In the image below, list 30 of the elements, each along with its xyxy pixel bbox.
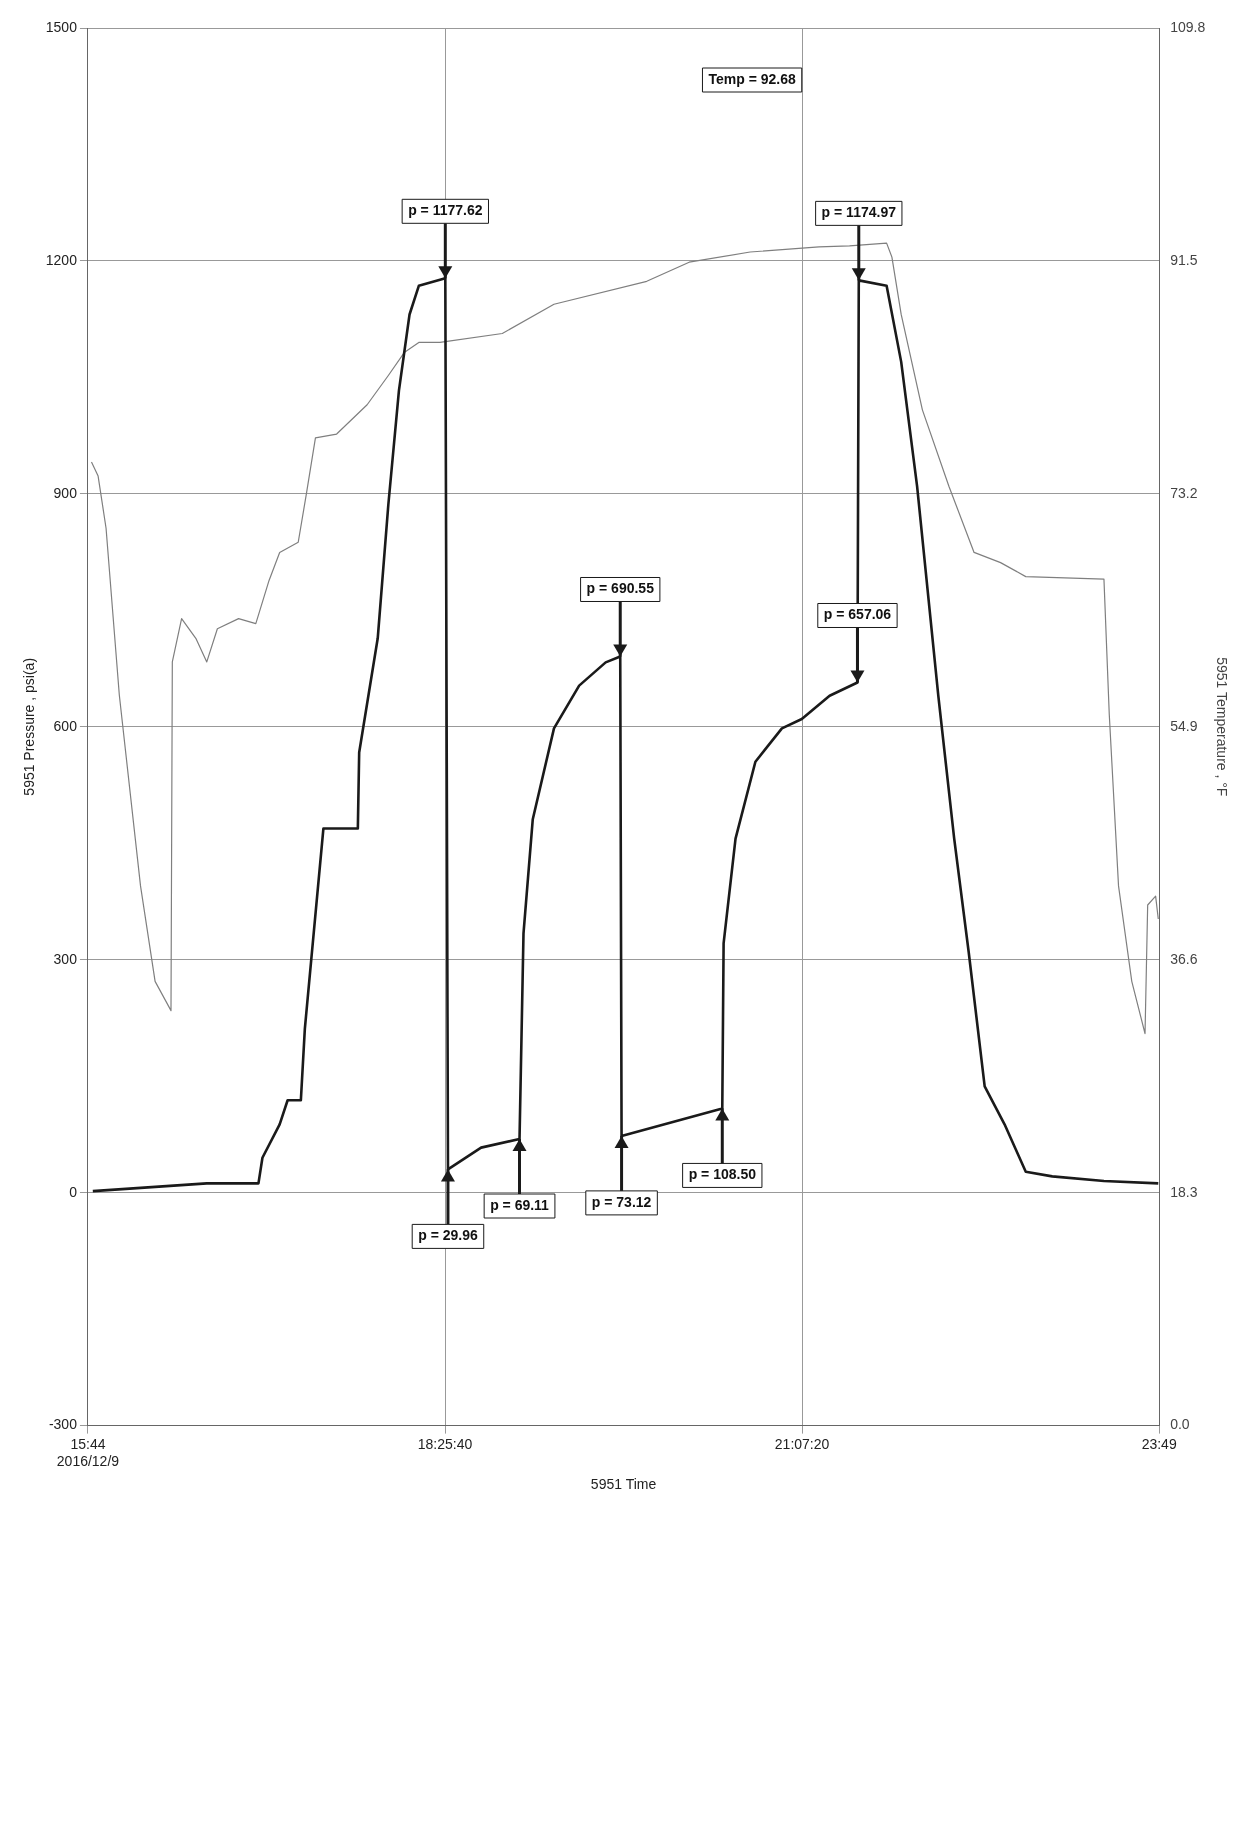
annotation: p = 69.11 [490,1196,550,1213]
y2-tick-label: 0.0 [1170,1416,1190,1433]
annotation: p = 1177.62 [408,202,483,219]
y2-tick-label: 73.2 [1170,484,1198,501]
x-tick-label: 18:25:40 [417,1435,473,1452]
annotation: p = 657.06 [823,606,892,623]
annotation: p = 29.96 [418,1227,478,1244]
y-tick-label: 1200 [45,251,78,268]
annotation: p = 1174.97 [821,204,897,221]
x-tick-label: 21:07:20 [774,1435,830,1452]
y2-tick-label: 91.5 [1170,251,1198,268]
y2-tick-label: 36.6 [1170,950,1198,967]
annotation: p = 690.55 [586,580,655,597]
annotation: Temp = 92.68 [708,70,796,87]
annotation: p = 73.12 [591,1193,652,1210]
y-axis-title: 5951 Pressure , psi(a) [21,657,38,796]
annotation: p = 108.50 [688,1166,757,1183]
x-axis-title: 5951 Time [590,1476,657,1493]
y2-tick-label: 18.3 [1170,1183,1198,1200]
y-tick-label: 1500 [45,18,78,35]
x-tick-label: 15:44 2016/12/9 [56,1435,120,1469]
y2-tick-label: 54.9 [1170,717,1198,734]
y-tick-label: 0 [69,1183,78,1200]
y2-axis-title: 5951 Temperature , °F [1213,657,1230,797]
y-tick-label: 600 [53,717,78,734]
y-tick-label: 300 [53,950,78,967]
x-tick-label: 23:49 [1141,1435,1177,1452]
y-tick-label: 900 [53,484,78,501]
y-tick-label: -300 [48,1416,78,1433]
y2-tick-label: 109.8 [1170,18,1206,35]
